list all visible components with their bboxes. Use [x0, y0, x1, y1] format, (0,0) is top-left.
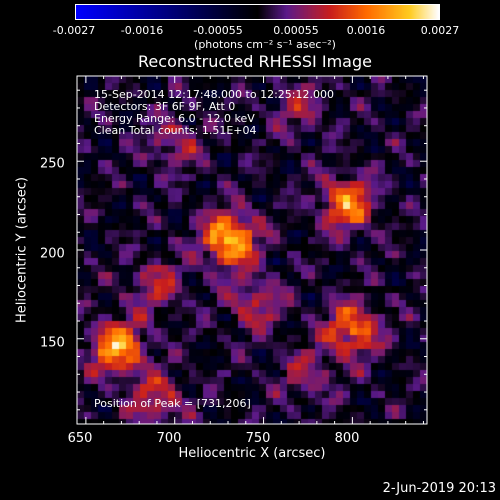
annotation-energy: Energy Range: 6.0 - 12.0 keV — [94, 112, 255, 125]
axis-ticks — [77, 76, 427, 424]
x-tick-label: 650 — [67, 431, 93, 446]
colorbar-tick: 0.0027 — [420, 24, 460, 37]
colorbar-tick: 0.0016 — [346, 24, 386, 37]
chart-title: Reconstructed RHESSI Image — [138, 52, 372, 71]
annotation-peak: Position of Peak = [731,206] — [94, 397, 251, 410]
colorbar-tick: -0.0016 — [120, 24, 164, 37]
heatmap-image — [77, 76, 427, 424]
x-tick-label: 700 — [156, 431, 182, 446]
y-tick-label: 250 — [40, 156, 65, 172]
timestamp: 2-Jun-2019 20:13 — [382, 481, 496, 496]
x-axis-label: Heliocentric X (arcsec) — [178, 446, 326, 461]
colorbar — [75, 4, 440, 20]
annotation-clean: Clean Total counts: 1.51E+04 — [94, 124, 257, 137]
y-tick-label: 200 — [40, 246, 65, 262]
x-tick-label: 800 — [334, 431, 360, 446]
colorbar-tick: -0.0027 — [52, 24, 96, 37]
y-tick-label: 150 — [40, 335, 65, 351]
colorbar-tick: 0.00055 — [273, 24, 319, 37]
annotation-detectors: Detectors: 3F 6F 9F, Att 0 — [94, 100, 236, 113]
colorbar-tick: -0.00055 — [193, 24, 243, 37]
colorbar-gradient — [76, 5, 439, 19]
x-tick-label: 750 — [245, 431, 271, 446]
annotation-time: 15-Sep-2014 12:17:48.000 to 12:25:12.000 — [94, 88, 334, 101]
y-axis-label: Heliocentric Y (arcsec) — [14, 177, 30, 323]
colorbar-units: (photons cm⁻² s⁻¹ asec⁻²) — [194, 38, 336, 51]
